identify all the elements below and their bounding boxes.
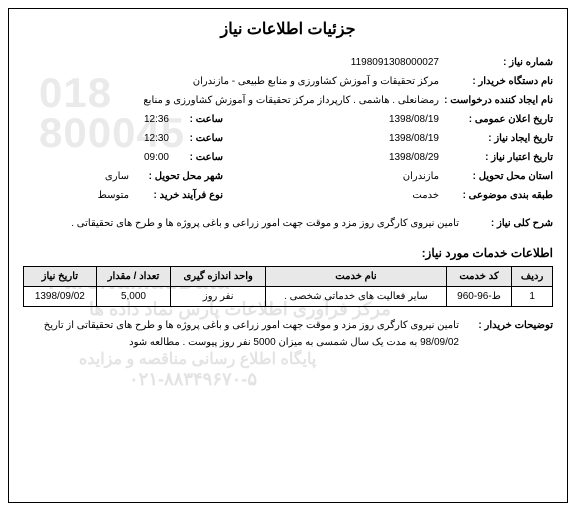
td-code: ط-96-960 — [446, 287, 511, 307]
td-qty: 5,000 — [96, 287, 171, 307]
th-unit: واحد اندازه گیری — [171, 267, 266, 287]
page-title: جزئیات اطلاعات نیاز — [23, 19, 553, 39]
credit-date-value: 1398/08/29 — [223, 148, 443, 167]
subject-class-value: خدمت — [223, 186, 443, 205]
td-unit: نفر روز — [171, 287, 266, 307]
public-time-label: ساعت : — [173, 110, 223, 129]
credit-time-value: 09:00 — [23, 148, 173, 167]
th-row: ردیف — [512, 267, 553, 287]
public-time-value: 12:36 — [23, 110, 173, 129]
buyer-org-label: نام دستگاه خریدار : — [443, 72, 553, 91]
th-name: نام خدمت — [266, 267, 447, 287]
th-qty: تعداد / مقدار — [96, 267, 171, 287]
deliver-city-label: شهر محل تحویل : — [133, 167, 223, 186]
services-table: ردیف کد خدمت نام خدمت واحد اندازه گیری ت… — [23, 266, 553, 307]
need-no-value: 1198091308000027 — [23, 53, 443, 72]
buyer-notes-value: تامین نیروی کارگری روز مزد و موقت جهت ام… — [23, 317, 463, 351]
watermark-text: پایگاه اطلاع رسانی مناقصه و مزایده — [79, 349, 316, 369]
table-row: 1 ط-96-960 سایر فعالیت های خدماتی شخصی .… — [24, 287, 553, 307]
need-no-label: شماره نیاز : — [443, 53, 553, 72]
td-date: 1398/09/02 — [24, 287, 97, 307]
buyer-notes-label: توضیحات خریدار : — [463, 317, 553, 351]
buyer-org-value: مرکز تحقیقات و آموزش کشاورزی و منابع طبی… — [23, 72, 443, 91]
buy-type-label: نوع فرآیند خرید : — [133, 186, 223, 205]
create-time-label: ساعت : — [173, 129, 223, 148]
public-date-label: تاریخ اعلان عمومی : — [443, 110, 553, 129]
overview-value: تامین نیروی کارگری روز مزد و موقت جهت ام… — [23, 215, 463, 232]
td-name: سایر فعالیت های خدماتی شخصی . — [266, 287, 447, 307]
td-row: 1 — [512, 287, 553, 307]
watermark-phone: ۰۲۱-۸۸۳۴۹۶۷۰-۵ — [129, 369, 257, 390]
requester-value: رمضانعلی . هاشمی . کارپرداز مرکز تحقیقات… — [23, 91, 443, 110]
deliver-prov-value: مازندران — [223, 167, 443, 186]
th-date: تاریخ نیاز — [24, 267, 97, 287]
services-title: اطلاعات خدمات مورد نیاز: — [23, 246, 553, 260]
credit-date-label: تاریخ اعتبار نیاز : — [443, 148, 553, 167]
credit-time-label: ساعت : — [173, 148, 223, 167]
deliver-city-value: ساری — [23, 167, 133, 186]
th-code: کد خدمت — [446, 267, 511, 287]
subject-class-label: طبقه بندی موضوعی : — [443, 186, 553, 205]
deliver-prov-label: استان محل تحویل : — [443, 167, 553, 186]
public-date-value: 1398/08/19 — [223, 110, 443, 129]
requester-label: نام ایجاد کننده درخواست : — [443, 91, 553, 110]
overview-label: شرح کلی نیاز : — [463, 215, 553, 232]
buy-type-value: متوسط — [23, 186, 133, 205]
create-time-value: 12:30 — [23, 129, 173, 148]
create-date-value: 1398/08/19 — [223, 129, 443, 148]
create-date-label: تاریخ ایجاد نیاز : — [443, 129, 553, 148]
